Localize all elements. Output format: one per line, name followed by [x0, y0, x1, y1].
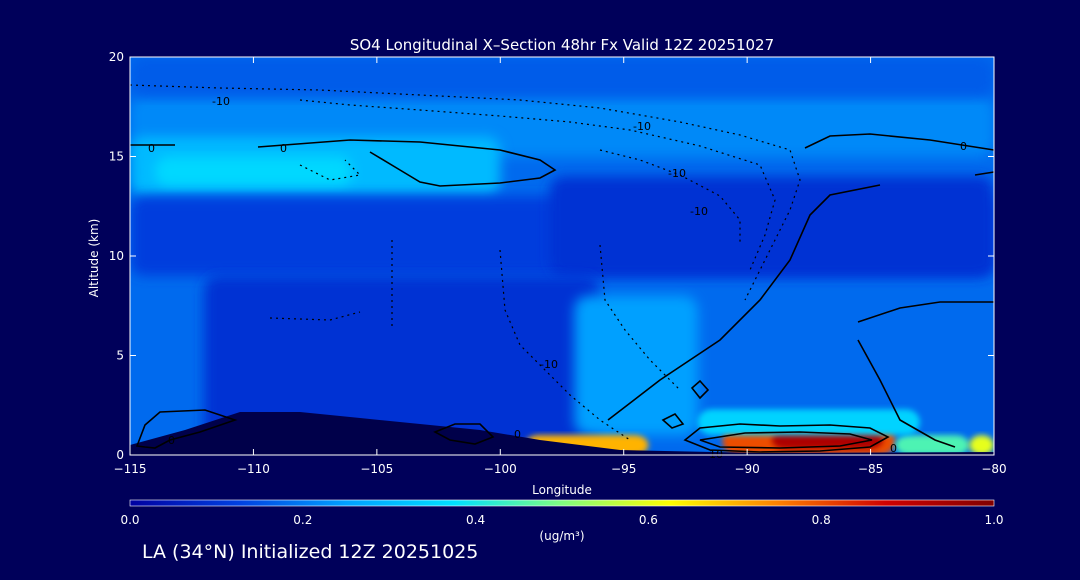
field-region [154, 156, 353, 187]
contour-label: -10 [668, 167, 686, 180]
contour-lines [130, 133, 995, 453]
contour-label: 0 [514, 428, 521, 441]
contour-solid-left-bottom [135, 409, 238, 449]
x-tick-label: −100 [484, 462, 517, 476]
contour-dashed-col-3 [599, 244, 681, 391]
contour-solid-slant [607, 184, 881, 421]
field-region [969, 435, 994, 455]
y-tick-label: 5 [116, 349, 124, 363]
colorbar-label: (ug/m³) [539, 529, 584, 543]
contour-dashed-left [299, 159, 362, 181]
contour-solid-ring-1 [433, 423, 495, 445]
contour-label: -10 [212, 95, 230, 108]
contour-label: -10 [540, 358, 558, 371]
chart-title: SO4 Longitudinal X–Section 48hr Fx Valid… [350, 36, 774, 54]
y-axis-label: Altitude (km) [87, 219, 101, 298]
x-tick-label: −115 [114, 462, 147, 476]
terrain [130, 412, 994, 455]
contour-dashed-col-2 [499, 249, 631, 441]
colorbar-tick-label: 1.0 [984, 513, 1003, 527]
x-tick-label: −105 [360, 462, 393, 476]
y-tick-label: 20 [109, 50, 124, 64]
contour-solid-upper-right [804, 133, 995, 176]
colorbar-tick-label: 0.4 [466, 513, 485, 527]
contour-label: -10 [690, 205, 708, 218]
x-tick-label: −95 [611, 462, 636, 476]
x-axis-label: Longitude [532, 483, 592, 497]
colorbar-tick-label: 0.2 [293, 513, 312, 527]
contour-dashed-upper [299, 99, 776, 271]
concentration-field [130, 57, 994, 455]
y-tick-label: 15 [109, 150, 124, 164]
contour-label: 0 [148, 142, 155, 155]
contour-dashed-top [129, 84, 801, 301]
field-region [204, 275, 600, 455]
contour-label: -10 [633, 120, 651, 133]
contour-label: 0 [280, 142, 287, 155]
contour-label: 0 [168, 434, 175, 447]
field-region [697, 409, 920, 436]
x-tick-label: −80 [981, 462, 1006, 476]
field-region [574, 295, 698, 436]
contour-dashed-low [269, 311, 361, 321]
y-tick-label: 10 [109, 249, 124, 263]
field-region [549, 176, 994, 276]
x-tick-label: −110 [237, 462, 270, 476]
contour-label: 0 [960, 140, 967, 153]
x-tick-label: −85 [858, 462, 883, 476]
field-region [895, 435, 970, 455]
contour-solid-ring-3 [690, 379, 710, 400]
field-region [130, 57, 994, 97]
contour-dashed-lines [129, 84, 801, 441]
x-tick-label: −90 [734, 462, 759, 476]
contour-label: 0 [890, 442, 897, 455]
contour-solid-upper-left [130, 139, 557, 187]
contour-labels: -10 -10 -10 -10 -10 -10 0 0 0 0 0 0 [148, 95, 967, 461]
contour-solid-ring-5 [699, 431, 873, 449]
contour-solid-lower-right [857, 301, 994, 448]
colorbar-ticks: 0.0 0.2 0.4 0.6 0.8 1.0 [120, 513, 1003, 527]
colorbar-tick-label: 0.8 [812, 513, 831, 527]
y-tick-label: 0 [116, 448, 124, 462]
contour-solid-ring-2 [661, 412, 685, 429]
contour-solid-ring-4 [683, 423, 890, 453]
colorbar-tick-label: 0.6 [639, 513, 658, 527]
axes: −115 −110 −105 −100 −95 −90 −85 −80 0 5 10 15 20 [109, 50, 1007, 476]
colorbar [129, 499, 995, 507]
colorbar-tick-label: 0.0 [120, 513, 139, 527]
footer-caption: LA (34°N) Initialized 12Z 20251025 [142, 541, 479, 563]
